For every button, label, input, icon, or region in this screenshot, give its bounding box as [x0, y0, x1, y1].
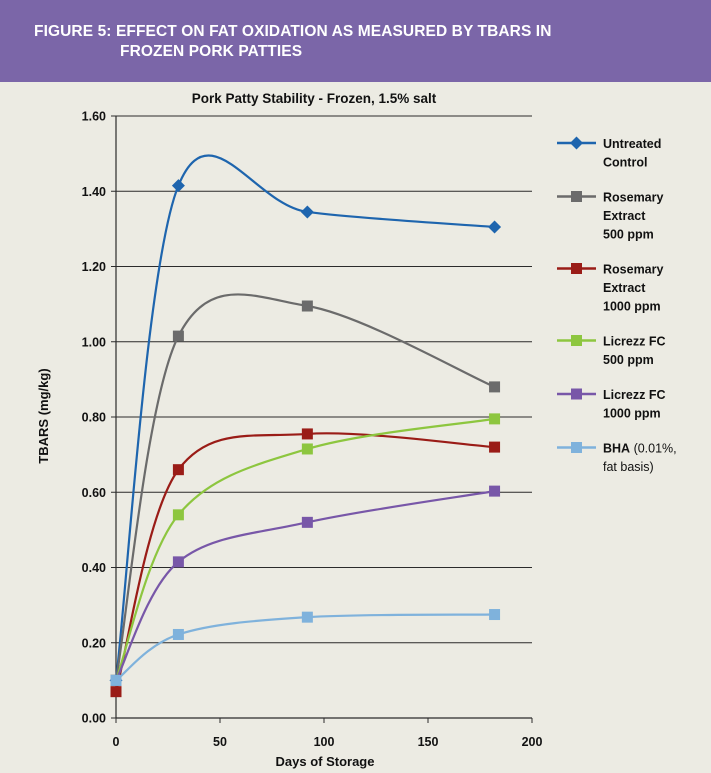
series-line-2	[114, 293, 496, 682]
legend-marker	[571, 442, 582, 453]
figure-header: FIGURE 5: EFFECT ON FAT OXIDATION AS MEA…	[0, 0, 711, 82]
figure-title-line-1: FIGURE 5: EFFECT ON FAT OXIDATION AS MEA…	[34, 23, 552, 40]
legend-marker	[571, 263, 582, 274]
legend-marker	[571, 191, 582, 202]
axes: 0.00 0.20 0.40 0.60 0.80 1.00 1.20 1.40 1.60 0 50 1…	[82, 110, 543, 750]
y-tick-label: 0.20	[82, 636, 106, 650]
legend-item-3: Rosemary Extract 1000 ppm	[557, 263, 663, 314]
y-tick-label: 1.60	[82, 110, 106, 124]
legend-item-6: BHA (0.01%, fat basis)	[557, 442, 677, 474]
data-point-series-4	[172, 509, 184, 521]
legend-label: Rosemary	[603, 263, 663, 277]
x-tick-label: 100	[314, 735, 335, 749]
series-line-6	[114, 613, 496, 682]
figure-title-line-2: FROZEN PORK PATTIES	[120, 43, 303, 60]
data-point-series-2	[172, 330, 184, 342]
tbars-line-chart: Pork Patty Stability - Frozen, 1.5% salt…	[36, 91, 677, 769]
legend-item-2: Rosemary Extract 500 ppm	[557, 191, 663, 242]
legend-label: 500 ppm	[603, 353, 654, 367]
data-point-series-1	[300, 205, 314, 219]
series-line-3	[114, 432, 496, 693]
data-point-series-6	[301, 611, 313, 623]
data-point-series-6	[110, 674, 122, 686]
grid-lines	[116, 115, 532, 644]
chart-title: Pork Patty Stability - Frozen, 1.5% salt	[192, 91, 437, 106]
figure-title: FIGURE 5: EFFECT ON FAT OXIDATION AS MEA…	[34, 22, 594, 62]
series-markers	[109, 179, 502, 698]
legend-label: Control	[603, 156, 647, 170]
legend-label: 500 ppm	[603, 228, 654, 242]
legend-item-1: Untreated Control	[557, 136, 661, 170]
legend-label: Rosemary	[603, 191, 663, 205]
legend-marker	[571, 335, 582, 346]
series-lines	[114, 154, 496, 693]
legend-label: BHA (0.01%,	[603, 442, 677, 456]
y-tick-label: 0.40	[82, 561, 106, 575]
data-point-series-1	[171, 179, 185, 193]
y-tick-label: 1.00	[82, 335, 106, 349]
x-tick-label: 0	[113, 735, 120, 749]
y-tick-label: 0.00	[82, 712, 106, 726]
x-axis-title: Days of Storage	[276, 754, 375, 769]
data-point-series-5	[172, 556, 184, 568]
legend-label: Untreated	[603, 137, 661, 151]
data-point-series-5	[301, 516, 313, 528]
data-point-series-5	[489, 485, 501, 497]
y-tick-label: 0.80	[82, 411, 106, 425]
data-point-series-1	[488, 220, 502, 234]
y-axis-title: TBARS (mg/kg)	[36, 368, 51, 463]
x-tick-label: 150	[418, 735, 439, 749]
legend-label: Licrezz FC	[603, 388, 666, 402]
series-line-1	[114, 154, 496, 682]
legend-label: Extract	[603, 209, 646, 223]
legend-label: fat basis)	[603, 460, 654, 474]
y-tick-label: 0.60	[82, 486, 106, 500]
data-point-series-2	[489, 381, 501, 393]
legend-marker	[570, 136, 583, 150]
data-point-series-3	[301, 428, 313, 440]
data-point-series-4	[489, 413, 501, 425]
y-tick-label: 1.40	[82, 185, 106, 199]
x-tick-label: 200	[522, 735, 543, 749]
data-point-series-3	[172, 464, 184, 476]
legend-label: 1000 ppm	[603, 407, 661, 421]
legend-label: 1000 ppm	[603, 300, 661, 314]
legend-marker	[571, 388, 582, 400]
data-point-series-2	[301, 300, 313, 312]
series-line-4	[114, 417, 496, 682]
legend-label: Licrezz FC	[603, 335, 666, 349]
data-point-series-3	[489, 441, 501, 453]
legend-label: Extract	[603, 281, 646, 295]
data-point-series-3	[110, 686, 122, 698]
legend-item-5: Licrezz FC 1000 ppm	[557, 388, 666, 421]
y-tick-label: 1.20	[82, 260, 106, 274]
data-point-series-4	[301, 443, 313, 455]
data-point-series-6	[489, 609, 501, 621]
chart-area: Pork Patty Stability - Frozen, 1.5% salt…	[0, 82, 711, 773]
data-point-series-6	[172, 628, 184, 640]
legend-item-4: Licrezz FC 500 ppm	[557, 335, 666, 367]
series-line-5	[114, 490, 496, 682]
x-tick-label: 50	[213, 735, 227, 749]
